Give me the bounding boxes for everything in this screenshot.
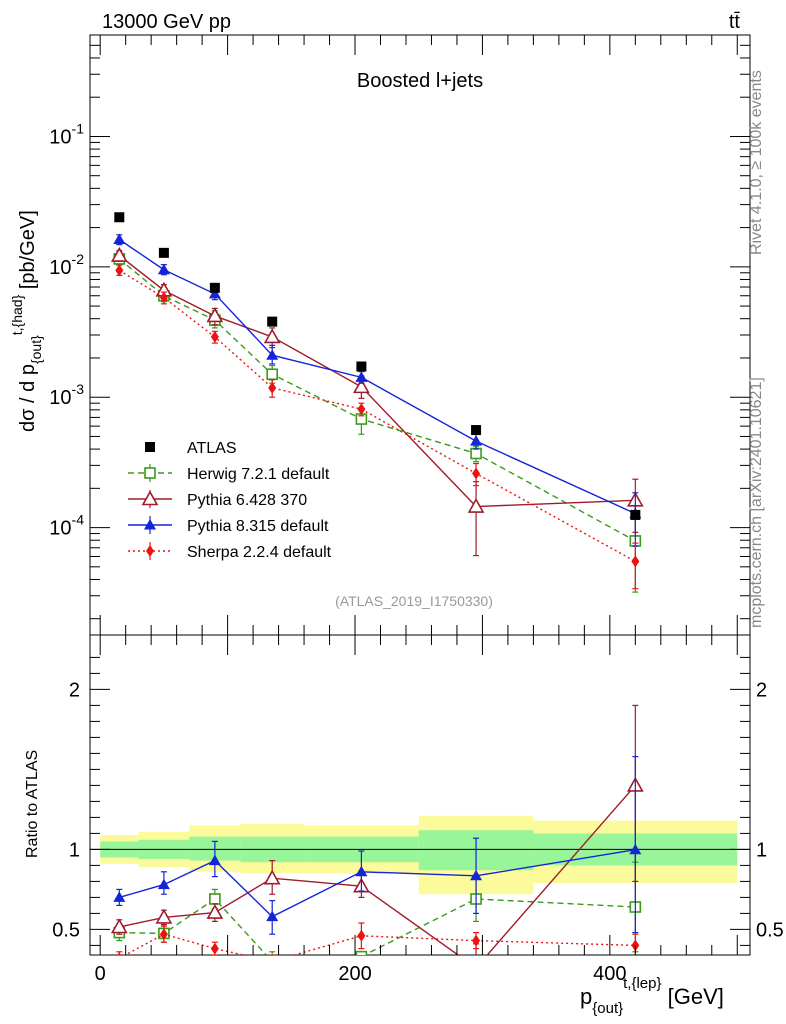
main-marker-2-1 [157,263,170,275]
main-marker-1-4 [353,378,370,394]
main-marker-1-3 [263,328,281,344]
legend-item-0: ATLAS [145,440,237,457]
legend-label-4: Sherpa 2.2.4 default [187,544,332,561]
main-marker-0-5 [470,447,482,460]
ratio-ytick-label-right-0: 0.5 [756,919,784,941]
main-marker-2-0 [113,233,126,245]
legend-label-3: Pythia 8.315 default [187,518,329,535]
legend-label-2: Pythia 6.428 370 [187,492,307,509]
xtick-label-0: 0 [95,963,106,985]
ratio-series-3 [116,922,640,967]
main-marker-2-2 [208,287,221,299]
main-marker-3-5 [472,467,481,480]
ratio-marker-3-3 [268,955,276,967]
ratio-ytick-label-0: 0.5 [52,919,80,941]
main-ref-marker-0-0 [114,212,125,223]
ratio-marker-0-4 [355,950,368,955]
ratio-ytick-label-right-2: 2 [756,679,767,701]
legend-item-2: Pythia 6.428 370 [128,490,307,509]
ratio-marker-1-0 [110,918,128,934]
ratio-marker-2-4 [355,865,368,877]
legend-label-1: Herwig 7.2.1 default [187,466,330,483]
ratio-marker-0-2 [209,893,221,905]
ratio-marker-1-2 [206,903,224,919]
legend-marker-1 [144,467,156,479]
main-ref-marker-0-3 [267,316,278,327]
ratio-marker-2-5 [470,869,483,881]
main-marker-3-0 [115,264,124,277]
ratio-marker-1-3 [263,869,281,885]
ratio-marker-2-0 [113,891,126,902]
plot-title: Boosted l+jets [357,70,483,92]
ratio-marker-3-4 [357,929,366,942]
main-ref-marker-0-2 [209,282,220,293]
main-ytick-label-2: 10-3 [49,381,84,409]
ratio-marker-1-1 [155,908,173,924]
main-ref-marker-0-6 [630,509,641,520]
main-marker-3-4 [357,403,366,416]
energy-label: 13000 GeV pp [102,11,231,33]
main-ref-marker-0-5 [471,425,482,436]
ratio-ytick-label-2: 2 [69,679,80,701]
ratio-marker-3-0 [117,952,122,955]
main-marker-2-3 [266,349,279,360]
legend-item-4: Sherpa 2.2.4 default [128,542,332,561]
main-marker-2-4 [355,371,368,382]
main-ytick-label-3: 10-4 [49,512,84,540]
main-marker-2-5 [470,435,483,446]
ratio-marker-2-1 [157,878,170,890]
main-marker-1-2 [206,307,224,323]
ratio-plot-frame [89,634,751,956]
legend-marker-0 [145,442,155,452]
main-ref-marker-0-4 [356,361,367,372]
main-ytick-label-1: 10-2 [49,251,84,279]
main-marker-3-1 [159,291,168,304]
main-marker-0-3 [266,368,279,381]
ratio-marker-3-1 [159,928,168,941]
main-ytick-label-0: 10-1 [49,120,84,148]
ratio-marker-1-5 [469,961,483,974]
ratio-y-axis-title: Ratio to ATLAS [24,750,41,858]
main-marker-3-6 [631,555,640,568]
ratio-series-line-3 [123,933,636,955]
main-marker-3-2 [210,330,219,343]
ratio-plot-layer: 0.5 0.5 1 1 2 2 0 200 400 [52,635,784,985]
ratio-ytick-label-right-1: 1 [756,839,767,861]
ratio-series-line-0 [119,898,636,955]
legend-marker-2 [141,490,159,506]
legend-marker-3 [144,519,156,530]
main-ref-marker-0-1 [158,247,169,258]
ratio-marker-0-3 [267,956,277,966]
main-y-axis-title: dσ / d p{out}t,{had} [pb/GeV] [9,210,44,432]
analysis-watermark: (ATLAS_2019_I1750330) [335,593,493,609]
main-marker-3-3 [268,381,277,394]
xtick-label-2: 400 [593,963,626,985]
ratio-marker-3-2 [210,942,219,955]
main-series-1 [110,246,644,557]
ratio-ytick-label-1: 1 [69,839,80,861]
legend-item-3: Pythia 8.315 default [128,516,329,535]
ratio-marker-2-6 [629,843,642,855]
ratio-series-2 [113,755,642,935]
mcplots-source-label: mcplots.cern.ch [arXiv:2401.10621] [748,377,765,628]
legend: ATLAS Herwig 7.2.1 default Pythia 6.428 37… [128,440,332,561]
ratio-data-area [90,704,750,974]
xtick-label-1: 200 [338,963,371,985]
legend-marker-4 [146,545,154,557]
main-series-3 [115,264,640,590]
main-plot-layer: 10-1 10-2 10-3 10-4 [49,35,750,635]
main-data-area [110,212,644,593]
ratio-marker-3-5 [472,934,481,947]
main-series-0 [113,252,642,593]
legend-item-1: Herwig 7.2.1 default [128,464,330,483]
ratio-marker-2-2 [208,854,221,866]
main-ref-series-0 [114,212,641,520]
ratio-marker-2-3 [266,910,279,922]
process-label: tt̄ [729,11,741,33]
main-marker-1-5 [467,497,485,513]
legend-label-0: ATLAS [187,440,237,457]
rivet-version-label: Rivet 4.1.0, ≥ 100k events [748,70,765,255]
main-marker-1-0 [110,246,128,262]
